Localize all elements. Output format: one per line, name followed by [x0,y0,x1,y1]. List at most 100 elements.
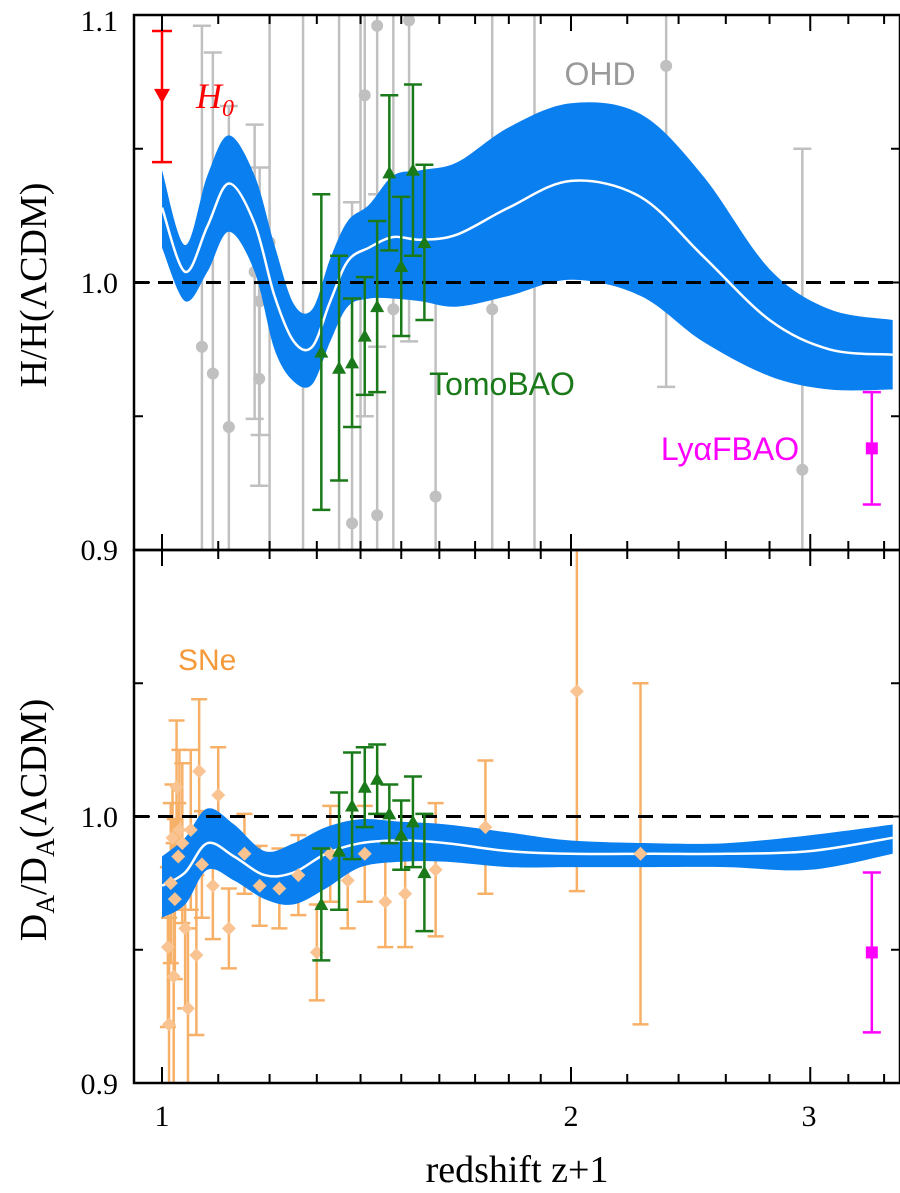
top-tomobao-point-1 [332,361,347,374]
bottom-tomobao-series [312,743,434,962]
sne-point-10 [178,921,193,936]
ohd-point-2 [222,420,235,433]
top-tomobao-point-2 [345,355,360,369]
bottom-panel: 0.9 1.0 DA/DA(ΛCDM) SNe 1 2 3 redshift z… [13,550,900,1191]
sne-point-19 [237,846,252,861]
sne-point-28 [398,886,413,901]
top-tomobao-series [312,83,434,512]
sne-point-13 [189,948,204,963]
top-tomobao-point-4 [370,299,385,313]
top-panel: 0.9 1.0 1.1 H/H(ΛCDM) OHD TomoBAO LyαFBA… [13,5,900,567]
ohd-label: OHD [564,56,635,92]
top-tomobao-point-7 [405,163,420,176]
ohd-point-20 [796,463,809,476]
bottom-tomobao-point-4 [370,772,385,785]
bottom-tomobao-point-8 [417,865,432,879]
top-tomobao-point-0 [314,345,329,358]
xtick-label-2: 2 [564,1100,579,1133]
sne-point-26 [357,846,372,861]
ohd-point-15 [403,15,416,27]
bottom-tomobao-point-2 [345,798,360,812]
sne-point-30 [478,820,493,835]
bottom-y-title-sub-a2: A [31,838,60,857]
ohd-point-12 [371,509,384,522]
sne-point-7 [171,849,186,864]
sne-point-6 [169,780,184,795]
top-confidence-band [162,102,893,391]
ohd-point-0 [195,340,208,353]
top-tomobao-point-8 [417,235,432,248]
bottom-y-title-d: D [13,914,55,941]
sne-point-0 [160,940,175,955]
top-mean-line [160,179,893,356]
h0-point [152,29,172,164]
sne-point-21 [272,881,287,896]
bottom-tomobao-point-7 [405,814,420,828]
bottom-tomobao-point-0 [314,897,329,911]
bottom-confidence-band [162,808,893,918]
bottom-y-axis-title: DA/DA(ΛCDM) [13,699,60,941]
ohd-point-17 [486,303,499,316]
ohd-point-19 [660,59,673,72]
ohd-point-11 [358,89,371,102]
top-y-axis-title: H/H(ΛCDM) [13,183,55,388]
sne-point-18 [221,921,236,936]
sne-point-15 [194,857,209,872]
sne-point-22 [291,868,306,883]
top-ytick-label-1.1: 1.1 [81,5,119,38]
ohd-point-5 [253,372,266,385]
h0-label-subscript: 0 [222,96,234,122]
sne-series [159,550,649,1083]
sne-point-5 [167,892,182,907]
sne-point-20 [252,878,267,893]
sne-point-25 [340,873,355,888]
sne-point-27 [378,894,393,909]
x-axis-title: redshift z+1 [426,1149,609,1191]
top-ytick-label-1.0: 1.0 [81,267,119,300]
sne-series-overlay [160,684,648,1032]
xtick-label-3: 3 [802,1100,817,1133]
sne-point-32 [633,846,648,861]
bottom-lyafbao-series [862,871,881,1034]
sne-point-9 [175,836,190,851]
top-tomobao-point-5 [382,165,397,179]
sne-point-8 [172,822,187,837]
sne-point-2 [163,876,178,891]
h0-label-main: H [195,76,224,116]
sne-point-16 [205,878,220,893]
bottom-tomobao-point-5 [382,806,397,820]
top-axis-ticks [134,14,900,551]
lyafbao-label: LyαFBAO [661,431,799,467]
top-tomobao-point-6 [394,259,409,273]
top-tomobao-point-3 [357,329,372,342]
top-lyafbao-series [862,390,881,506]
bottom-tomobao-point-3 [357,780,372,793]
sne-point-4 [166,969,181,984]
ohd-series [192,15,812,550]
bottom-ytick-label-0.9: 0.9 [81,1068,119,1101]
ohd-point-14 [387,303,400,316]
h0-label: H0 [195,76,234,122]
h0-marker-0 [154,88,170,104]
sne-point-3 [165,830,180,845]
sne-point-11 [180,1001,195,1016]
bottom-y-title-sub-a: A [31,895,60,914]
bottom-y-title-slash-d: /D [13,857,55,895]
tomobao-label: TomoBAO [429,366,575,402]
ohd-point-13 [371,19,384,32]
sne-point-29 [428,862,443,877]
ohd-point-9 [346,517,359,530]
sne-point-14 [192,764,207,779]
sne-point-17 [211,788,226,803]
sne-point-31 [569,684,584,699]
bottom-panel-frame [132,548,900,1085]
top-lyafbao-point-0 [865,442,878,455]
sne-label: SNe [178,644,236,677]
top-ytick-label-0.9: 0.9 [81,534,119,567]
bottom-tomobao-point-6 [394,828,409,841]
bottom-lyafbao-point-0 [865,946,878,959]
ohd-point-16 [429,490,442,503]
xtick-label-1: 1 [155,1100,170,1133]
bottom-ytick-label-1.0: 1.0 [81,801,119,834]
